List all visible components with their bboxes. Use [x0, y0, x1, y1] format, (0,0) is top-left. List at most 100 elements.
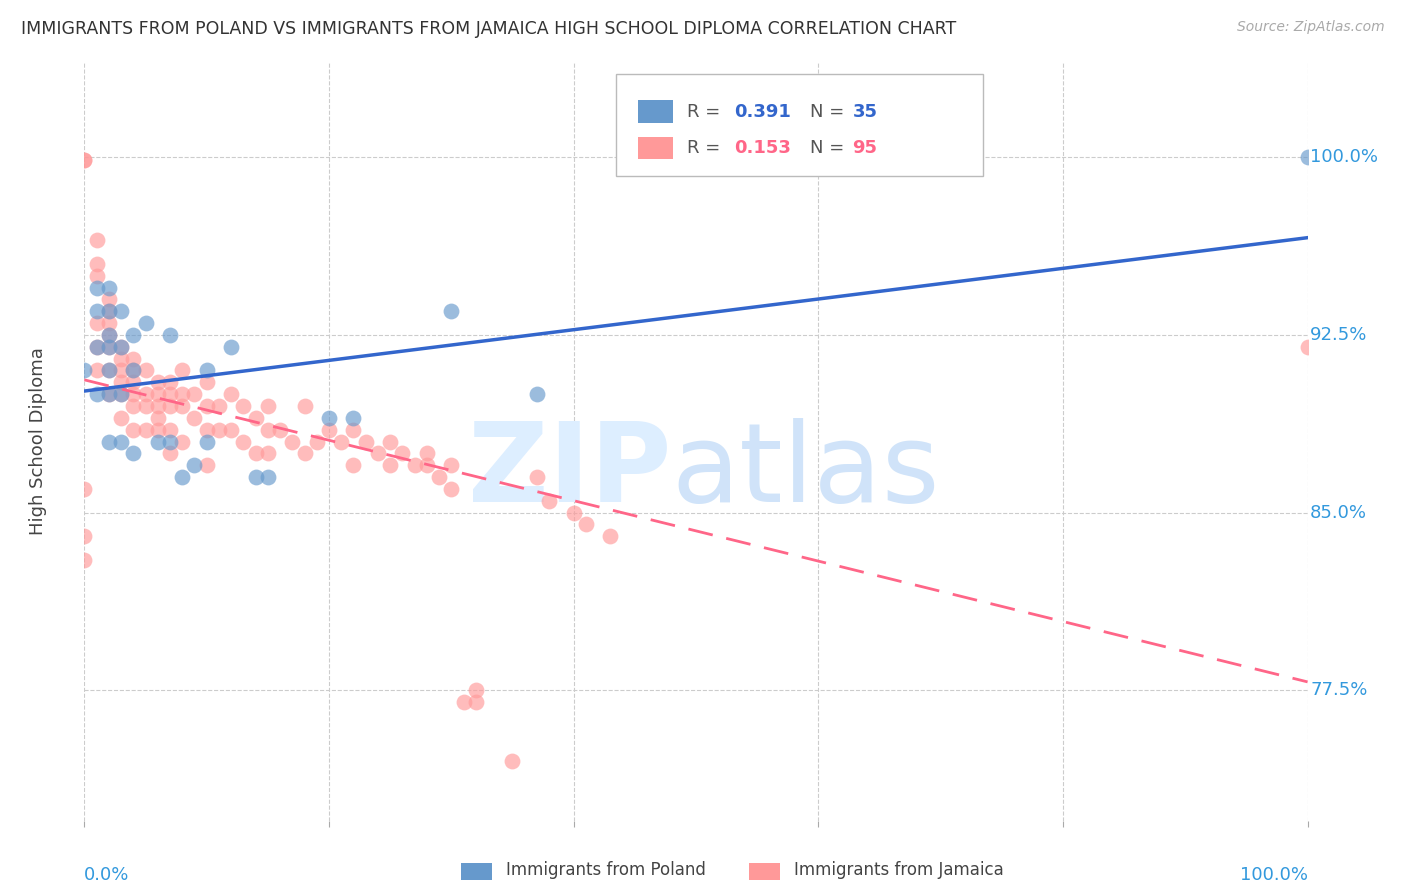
Point [86, 340, 108, 354]
Point [86, 280, 108, 294]
Point [97, 363, 120, 377]
Text: 0.0%: 0.0% [84, 866, 129, 884]
Point [427, 470, 450, 484]
Text: 95: 95 [852, 139, 877, 157]
Point [110, 340, 132, 354]
Point [86, 340, 108, 354]
Point [97, 293, 120, 307]
Point [172, 399, 194, 413]
Point [404, 458, 426, 473]
Point [97, 340, 120, 354]
Point [330, 434, 353, 449]
Point [183, 458, 205, 473]
Point [135, 387, 157, 401]
Point [294, 399, 316, 413]
Point [97, 327, 120, 342]
Point [110, 434, 132, 449]
Point [97, 316, 120, 330]
Point [159, 446, 181, 460]
Point [146, 376, 169, 390]
Point [538, 493, 561, 508]
Point [97, 304, 120, 318]
Point [73, 153, 96, 167]
Bar [638, 101, 672, 123]
Point [159, 387, 181, 401]
Point [86, 316, 108, 330]
Text: 35: 35 [852, 103, 877, 120]
Point [122, 327, 145, 342]
Text: R =: R = [688, 103, 727, 120]
Text: atlas: atlas [672, 418, 941, 525]
Point [135, 363, 157, 377]
Point [342, 458, 364, 473]
Point [86, 304, 108, 318]
Point [86, 363, 108, 377]
Point [110, 387, 132, 401]
Point [257, 399, 280, 413]
Point [146, 410, 169, 425]
Text: N =: N = [810, 103, 849, 120]
Point [183, 387, 205, 401]
Point [73, 529, 96, 543]
Point [110, 410, 132, 425]
Point [73, 482, 96, 496]
Text: IMMIGRANTS FROM POLAND VS IMMIGRANTS FROM JAMAICA HIGH SCHOOL DIPLOMA CORRELATIO: IMMIGRANTS FROM POLAND VS IMMIGRANTS FRO… [21, 20, 956, 37]
Point [97, 327, 120, 342]
Point [195, 376, 218, 390]
Text: 0.391: 0.391 [734, 103, 790, 120]
Point [122, 387, 145, 401]
Point [183, 410, 205, 425]
Point [86, 387, 108, 401]
Point [110, 340, 132, 354]
Point [159, 327, 181, 342]
Point [97, 387, 120, 401]
Point [208, 423, 231, 437]
Point [135, 399, 157, 413]
Point [122, 446, 145, 460]
Text: Source: ZipAtlas.com: Source: ZipAtlas.com [1237, 20, 1385, 34]
Text: High School Diploma: High School Diploma [30, 348, 46, 535]
Point [281, 434, 304, 449]
Point [464, 683, 486, 698]
Point [86, 268, 108, 283]
Point [562, 506, 585, 520]
Text: 100.0%: 100.0% [1240, 866, 1308, 884]
Point [380, 458, 402, 473]
Point [135, 423, 157, 437]
Point [219, 387, 242, 401]
Point [245, 470, 267, 484]
Text: 85.0%: 85.0% [1310, 504, 1367, 522]
Point [97, 304, 120, 318]
Text: Immigrants from Poland: Immigrants from Poland [506, 861, 706, 879]
Point [245, 446, 267, 460]
Text: R =: R = [688, 139, 727, 157]
Point [122, 363, 145, 377]
Point [122, 376, 145, 390]
Point [208, 399, 231, 413]
Point [232, 434, 254, 449]
Point [257, 446, 280, 460]
Point [97, 340, 120, 354]
Point [97, 280, 120, 294]
Point [159, 423, 181, 437]
Point [232, 399, 254, 413]
Point [172, 363, 194, 377]
Point [146, 434, 169, 449]
Point [110, 363, 132, 377]
Point [86, 257, 108, 271]
Point [195, 363, 218, 377]
Point [245, 410, 267, 425]
Point [73, 553, 96, 567]
Point [526, 470, 548, 484]
Point [110, 376, 132, 390]
Point [380, 434, 402, 449]
Bar [638, 136, 672, 160]
Point [257, 470, 280, 484]
Point [159, 399, 181, 413]
Point [464, 695, 486, 709]
Bar [616, 74, 983, 177]
Point [354, 434, 377, 449]
Text: 100.0%: 100.0% [1310, 148, 1378, 166]
Point [440, 304, 463, 318]
Point [172, 434, 194, 449]
